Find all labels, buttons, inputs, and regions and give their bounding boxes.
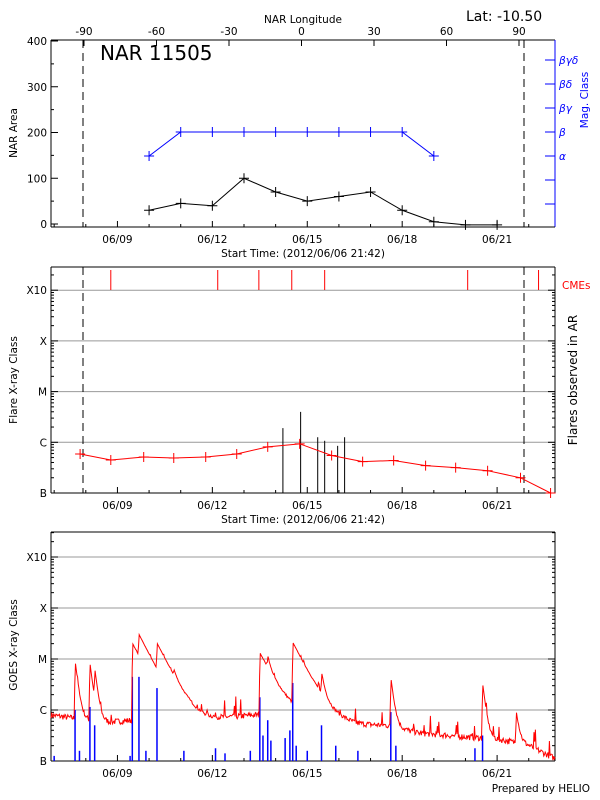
nar-area-point — [270, 186, 281, 197]
x-tick-label: 06/09 — [102, 234, 132, 246]
nar-area-panel: 06/09 06/12 06/15 06/18 06/21 Start Time: (20… — [8, 14, 591, 260]
background-flux-point — [105, 455, 116, 466]
longitude-tick-label: 60 — [440, 26, 453, 38]
class-tick-label: X — [40, 603, 47, 615]
nar-area-point — [175, 198, 186, 209]
flare-class-panel: B C M X X10 06/09 06/12 06/15 06/18 06/21 Start Ti… — [8, 266, 591, 526]
background-flux-point — [545, 488, 556, 498]
background-flux-point — [450, 462, 461, 473]
x-tick-label: 06/18 — [387, 234, 417, 246]
mag-class-label: βγ — [558, 103, 573, 115]
mag-class-point — [302, 127, 313, 137]
class-tick-label: B — [40, 488, 47, 500]
y-axis-title: GOES X-ray Class — [8, 599, 20, 690]
latitude-label: Lat: -10.50 — [466, 9, 542, 25]
nar-area-line — [148, 177, 498, 226]
mag-class-point — [144, 151, 155, 161]
x-tick-label: 06/12 — [197, 234, 227, 246]
class-tick-label: C — [40, 437, 47, 449]
x-tick-label: 06/18 — [387, 768, 417, 780]
nar-area-point — [492, 219, 503, 230]
mag-class-point — [270, 127, 281, 137]
x-tick-label: 06/21 — [482, 768, 512, 780]
class-tick-label: M — [38, 387, 47, 399]
background-flux-point — [294, 438, 305, 449]
mag-class-label: βγδ — [558, 55, 578, 67]
mag-class-point — [397, 127, 408, 137]
mag-class-point — [238, 127, 249, 137]
y-axis-title: Flare X-ray Class — [8, 336, 20, 424]
y-tick-label: 400 — [27, 36, 47, 48]
background-flux-point — [388, 455, 399, 466]
y-tick-label: 300 — [27, 82, 47, 94]
nar-area-point — [238, 173, 249, 184]
top-axis-title: NAR Longitude — [264, 14, 342, 26]
x-tick-label: 06/12 — [197, 500, 227, 512]
longitude-tick-label: -30 — [220, 26, 237, 38]
nar-area-point — [144, 205, 155, 216]
nar-area-point — [302, 196, 313, 207]
background-flux-point — [138, 452, 149, 463]
background-flux-point — [231, 448, 242, 459]
mag-class-point — [333, 127, 344, 137]
class-tick-label: M — [38, 654, 47, 666]
background-flux-point — [262, 441, 273, 452]
nar-area-point — [207, 200, 218, 211]
background-flux-point — [482, 465, 493, 476]
class-tick-label: X10 — [26, 285, 47, 297]
y-axis-title: NAR Area — [8, 108, 20, 158]
x-tick-label: 06/09 — [102, 500, 132, 512]
longitude-tick-label: -90 — [75, 26, 92, 38]
x-tick-label: 06/21 — [482, 500, 512, 512]
x-tick-label: 06/09 — [102, 768, 132, 780]
x-axis-title: Start Time: (2012/06/06 21:42) — [221, 514, 385, 526]
nar-area-point — [460, 219, 471, 230]
goes-long-channel-line — [50, 632, 556, 761]
longitude-tick-label: -60 — [148, 26, 165, 38]
longitude-tick-label: 0 — [298, 26, 305, 38]
mag-class-point — [207, 127, 218, 137]
mag-class-label: α — [559, 151, 566, 163]
x-tick-label: 06/21 — [482, 234, 512, 246]
x-tick-label: 06/15 — [292, 768, 322, 780]
cme-label: CMEs — [562, 280, 591, 292]
y2-axis-title: Mag. Class — [579, 72, 591, 128]
background-flux-point — [75, 448, 86, 459]
x-axis-title: Start Time: (2012/06/06 21:42) — [221, 248, 385, 260]
x-tick-label: 06/15 — [292, 234, 322, 246]
background-flux-point — [357, 456, 368, 467]
longitude-tick-label: 90 — [512, 26, 525, 38]
class-tick-label: X10 — [26, 552, 47, 564]
background-flux-point — [420, 460, 431, 471]
mag-class-point — [175, 127, 186, 137]
longitude-tick-label: 30 — [367, 26, 380, 38]
x-tick-label: 06/15 — [292, 500, 322, 512]
nar-area-point — [365, 186, 376, 197]
y-tick-label: 200 — [27, 128, 47, 140]
mag-class-label: βδ — [558, 79, 572, 91]
background-flux-line — [80, 443, 551, 494]
mag-class-point — [428, 151, 439, 161]
mag-class-label: β — [558, 127, 566, 139]
goes-xray-panel: B C M X X10 06/09 06/12 06/15 06/18 06/21 GOES X-r… — [8, 531, 556, 780]
y2-axis-title: Flares observed in AR — [566, 315, 580, 445]
nar-area-point — [333, 191, 344, 202]
background-flux-point — [326, 450, 337, 461]
background-flux-point — [168, 453, 179, 464]
nar-area-point — [428, 216, 439, 227]
class-tick-label: B — [40, 756, 47, 768]
background-flux-point — [200, 452, 211, 463]
x-tick-label: 06/12 — [197, 768, 227, 780]
x-tick-label: 06/18 — [387, 500, 417, 512]
mag-class-point — [365, 127, 376, 137]
y-tick-label: 100 — [27, 173, 47, 185]
credit-label: Prepared by HELIO — [492, 783, 590, 795]
y-tick-label: 0 — [40, 219, 47, 231]
background-flux-point — [515, 472, 526, 483]
nar-area-point — [397, 205, 408, 216]
mag-class-line — [148, 131, 435, 157]
class-tick-label: C — [40, 705, 47, 717]
class-tick-label: X — [40, 336, 47, 348]
